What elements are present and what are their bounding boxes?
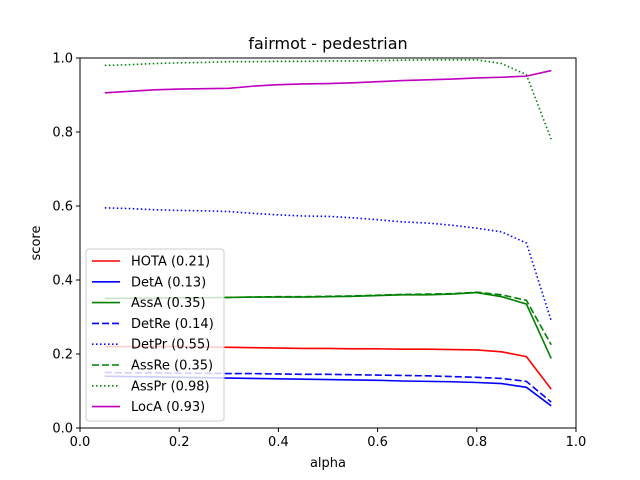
series-line-4	[104, 207, 552, 321]
y-tick-label: 0.6	[52, 200, 73, 215]
chart-title: fairmot - pedestrian	[248, 34, 407, 53]
series-line-6	[104, 59, 552, 140]
legend-label-1: DetA (0.13)	[131, 275, 206, 290]
x-axis-label: alpha	[310, 456, 346, 471]
legend-label-2: AssA (0.35)	[131, 296, 206, 311]
plot-frame	[79, 57, 577, 429]
series-line-7	[104, 69, 552, 94]
y-tick-label: 0.2	[52, 348, 73, 363]
x-tick-label: 0.4	[268, 435, 289, 450]
x-tick-label: 0.6	[367, 435, 388, 450]
y-tick-label: 0.0	[52, 422, 73, 437]
legend-label-3: DetRe (0.14)	[131, 317, 214, 332]
legend-label-7: LocA (0.93)	[131, 400, 205, 415]
x-tick-label: 0.2	[169, 435, 190, 450]
y-tick-label: 0.4	[52, 274, 73, 289]
y-tick-label: 0.8	[52, 126, 73, 141]
x-tick-label: 0.8	[466, 435, 487, 450]
ticks-layer: 0.0 0.2 0.4 0.6 0.8 1.0 0.0 0.2 0.4 0.6 0.8 1.0	[52, 52, 586, 451]
legend-label-4: DetPr (0.55)	[131, 338, 210, 353]
legend-box	[85, 248, 225, 422]
legend-label-0: HOTA (0.21)	[131, 255, 210, 270]
legend-label-5: AssRe (0.35)	[131, 359, 213, 374]
legend-label-6: AssPr (0.98)	[131, 379, 210, 394]
y-axis-label: score	[29, 226, 44, 261]
x-tick-label: 1.0	[566, 435, 587, 450]
legend: HOTA (0.21) DetA (0.13) AssA (0.35) DetRe (…	[85, 248, 225, 422]
x-tick-label: 0.0	[70, 435, 91, 450]
y-tick-label: 1.0	[52, 52, 73, 67]
